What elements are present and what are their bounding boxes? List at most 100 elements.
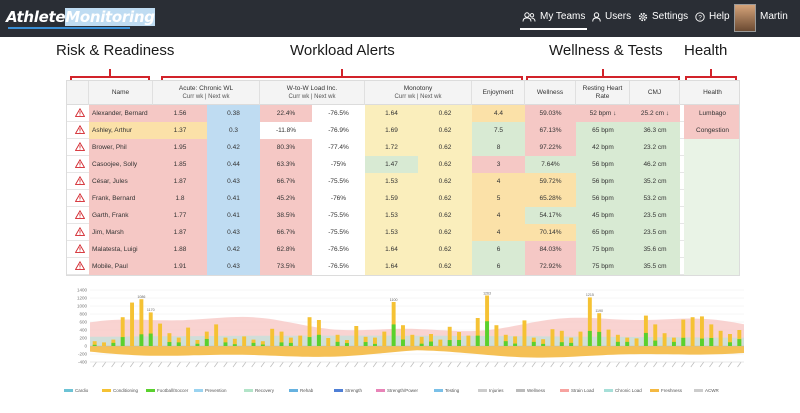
bar-conditioning <box>662 333 667 346</box>
header-enjoyment-label: Enjoyment <box>482 89 514 96</box>
x-tick-label <box>298 361 303 368</box>
x-tick-label <box>307 361 312 368</box>
warning-icon[interactable] <box>75 142 85 151</box>
acwr-next-cell: 0.44 <box>207 156 260 173</box>
table-row[interactable]: César, Jules 1.87 0.43 66.7% -75.5% 1.53 0.62 4… <box>67 173 739 190</box>
warning-icon[interactable] <box>75 159 85 168</box>
header-wtow[interactable]: W-to-W Load Inc. Curr wk | Next wk <box>260 81 365 105</box>
header-name[interactable]: Name <box>89 81 153 105</box>
cmj-cell: 25.2 cm ↓ <box>630 105 680 122</box>
y-tick-label: 0 <box>84 344 87 349</box>
monotony-next-cell: 0.62 <box>418 105 472 122</box>
nav-settings[interactable]: Settings <box>638 11 688 22</box>
x-tick-label <box>634 361 639 368</box>
health-cell <box>684 173 739 190</box>
bar-football <box>587 330 592 346</box>
bar-conditioning <box>569 337 574 346</box>
table-row[interactable]: Malatesta, Luigi 1.88 0.42 62.8% -76.5% 1.64 0… <box>67 241 739 258</box>
table-row[interactable]: Casoojee, Solly 1.85 0.44 63.3% -75% 1.47 0.62… <box>67 156 739 173</box>
enjoyment-cell: 6 <box>472 258 525 275</box>
wtow-next-cell: -76.9% <box>312 122 365 139</box>
nav-help[interactable]: ? Help <box>695 11 730 22</box>
warning-icon[interactable] <box>75 193 85 202</box>
header-cmj[interactable]: CMJ <box>630 81 680 105</box>
x-tick-label <box>363 361 368 368</box>
warning-icon[interactable] <box>75 244 85 253</box>
bar-conditioning <box>270 328 275 346</box>
table-row[interactable]: Garth, Frank 1.77 0.41 38.5% -75.5% 1.53 0.62 4… <box>67 207 739 224</box>
legend-item[interactable]: Football/Soccer <box>146 388 188 393</box>
athlete-name[interactable]: Casoojee, Solly <box>89 156 153 173</box>
legend-swatch <box>694 389 703 392</box>
x-tick-label <box>167 361 172 368</box>
legend-item[interactable]: Prevention <box>194 388 227 393</box>
warning-icon[interactable] <box>75 108 85 117</box>
legend-item[interactable]: Testing <box>434 388 459 393</box>
legend-item[interactable]: Strength <box>334 388 362 393</box>
table-row[interactable]: Brower, Phil 1.95 0.42 80.3% -77.4% 1.72 0.62 8… <box>67 139 739 156</box>
bar-football <box>447 340 452 346</box>
bar-football <box>391 324 396 346</box>
legend-item[interactable]: Strength/Power <box>376 388 418 393</box>
logo[interactable]: AthleteMonitoring <box>6 8 155 26</box>
avatar[interactable] <box>734 4 756 32</box>
wtow-next-cell: -76.5% <box>312 258 365 275</box>
wtow-current-cell: -11.8% <box>260 122 312 139</box>
warning-icon[interactable] <box>75 210 85 219</box>
legend-item[interactable]: Strain Load <box>560 388 594 393</box>
legend-item[interactable]: Chronic Load <box>604 388 642 393</box>
athlete-name[interactable]: Frank, Bernard <box>89 190 153 207</box>
warning-icon[interactable] <box>75 261 85 270</box>
table-row[interactable]: Ashley, Arthur 1.37 0.3 -11.8% -76.9% 1.69 0.6… <box>67 122 739 139</box>
health-cell <box>684 207 739 224</box>
nav-my-teams[interactable]: My Teams <box>519 11 588 30</box>
y-tick-label: 400 <box>79 328 87 333</box>
athlete-name[interactable]: Mobile, Paul <box>89 258 153 275</box>
legend-label: Prevention <box>205 388 227 393</box>
enjoyment-cell: 7.5 <box>472 122 525 139</box>
legend-item[interactable]: Freshness <box>650 388 682 393</box>
legend-item[interactable]: Wellness <box>516 388 545 393</box>
warning-icon[interactable] <box>75 176 85 185</box>
warning-icon[interactable] <box>75 125 85 134</box>
header-acwr[interactable]: Acute: Chronic WL Curr wk | Next wk <box>153 81 260 105</box>
athlete-name[interactable]: Malatesta, Luigi <box>89 241 153 258</box>
legend-item[interactable]: Rehab <box>289 388 313 393</box>
athlete-name[interactable]: Garth, Frank <box>89 207 153 224</box>
legend-item[interactable]: Recovery <box>244 388 274 393</box>
nav-user-menu[interactable]: Martin <box>760 11 788 22</box>
athlete-name[interactable]: Jim, Marsh <box>89 224 153 241</box>
header-health[interactable]: Health <box>684 81 739 105</box>
bar-football <box>615 341 620 346</box>
logo-text-athlete: Athlete <box>6 8 66 26</box>
nav-users[interactable]: Users <box>592 11 631 22</box>
x-tick-label <box>242 361 247 368</box>
bar-conditioning <box>111 339 116 346</box>
header-monotony[interactable]: Monotony Curr wk | Next wk <box>365 81 472 105</box>
legend-item[interactable]: Injuries <box>478 388 504 393</box>
table-row[interactable]: Frank, Bernard 1.8 0.41 45.2% -76% 1.59 0.62 5 6… <box>67 190 739 207</box>
bar-football <box>92 344 97 346</box>
warning-icon[interactable] <box>75 227 85 236</box>
nav-settings-label: Settings <box>652 11 689 22</box>
table-row[interactable]: Alexander, Bernard 1.56 0.38 22.4% -76.5% 1.6… <box>67 105 739 122</box>
table-row[interactable]: Jim, Marsh 1.87 0.43 66.7% -75.5% 1.53 0.62 4 70… <box>67 224 739 241</box>
enjoyment-cell: 4 <box>472 207 525 224</box>
x-tick-label <box>606 361 611 368</box>
header-enjoyment[interactable]: Enjoyment <box>472 81 525 105</box>
legend-swatch <box>516 389 525 392</box>
legend-label: Recovery <box>255 388 275 393</box>
x-tick-label <box>214 361 219 368</box>
bar-conditioning <box>102 342 106 346</box>
athlete-name[interactable]: César, Jules <box>89 173 153 190</box>
enjoyment-cell: 4 <box>472 224 525 241</box>
athlete-name[interactable]: Brower, Phil <box>89 139 153 156</box>
legend-item[interactable]: ACWR <box>694 388 719 393</box>
legend-item[interactable]: Conditioning <box>102 388 138 393</box>
legend-item[interactable]: Cardio <box>64 388 88 393</box>
header-resting-hr[interactable]: Resting Heart Rate <box>576 81 630 105</box>
athlete-name[interactable]: Alexander, Bernard <box>89 105 153 122</box>
table-row[interactable]: Mobile, Paul 1.91 0.43 73.5% -76.5% 1.64 0.62 6… <box>67 258 739 275</box>
athlete-name[interactable]: Ashley, Arthur <box>89 122 153 139</box>
header-wellness[interactable]: Wellness <box>525 81 576 105</box>
